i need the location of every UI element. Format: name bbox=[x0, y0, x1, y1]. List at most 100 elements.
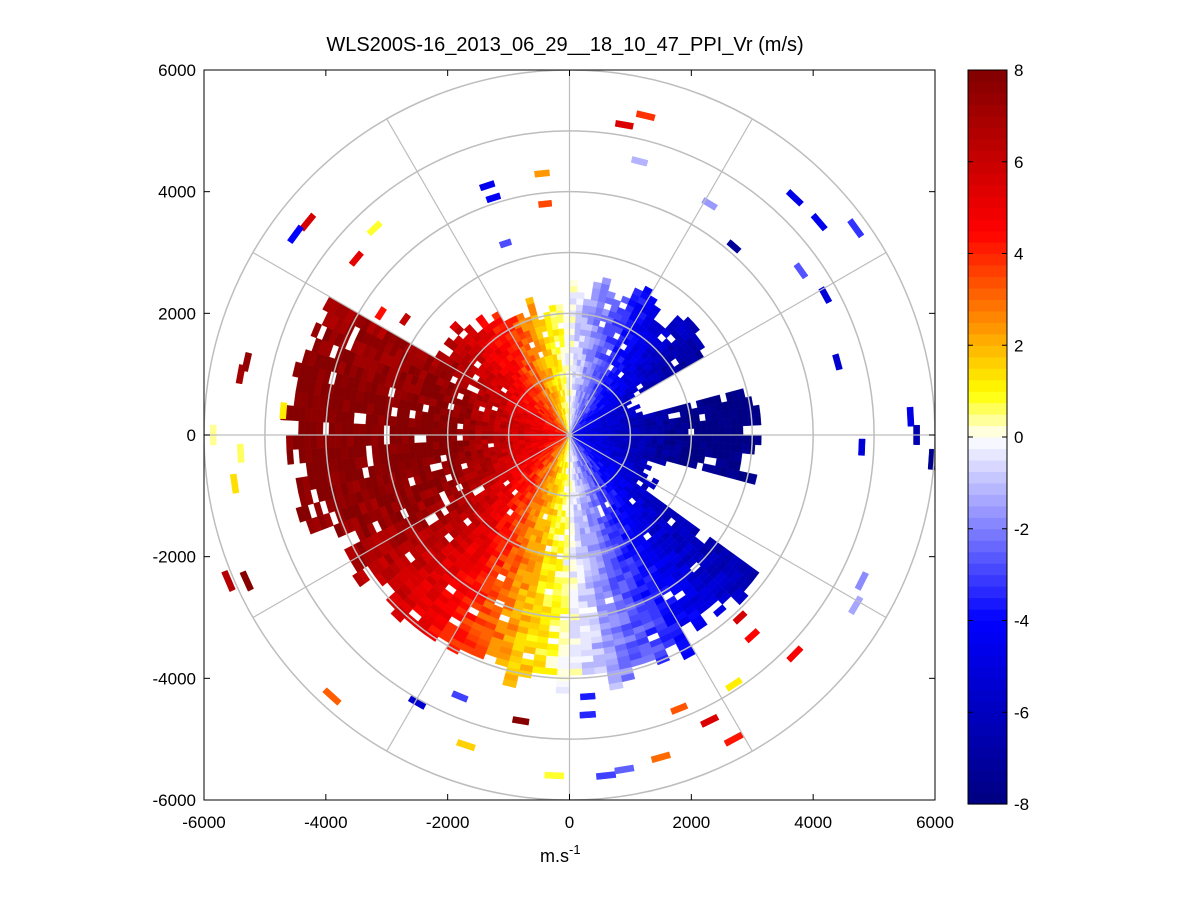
velocity-cell-2697 bbox=[372, 454, 381, 467]
velocity-cell-655 bbox=[741, 416, 750, 427]
velocity-cell-1610 bbox=[569, 668, 583, 676]
velocity-cell-2824 bbox=[371, 424, 379, 436]
velocity-cell-2683 bbox=[457, 445, 465, 453]
velocity-cell-2768 bbox=[462, 434, 470, 441]
velocity-cell-1646 bbox=[557, 656, 570, 664]
velocity-cell-730 bbox=[657, 439, 665, 446]
velocity-cell-2835 bbox=[298, 420, 306, 436]
sparse-return-3 bbox=[478, 180, 496, 192]
velocity-cell-2345 bbox=[352, 572, 366, 588]
velocity-cell-2808 bbox=[474, 429, 482, 436]
colorbar-segment-21 bbox=[968, 551, 1007, 564]
colorbar-segment-60 bbox=[968, 104, 1007, 117]
velocity-cell-613 bbox=[668, 418, 676, 425]
colorbar-tick-label-8: -8 bbox=[1014, 795, 1029, 814]
colorbar-segment-3 bbox=[968, 758, 1007, 771]
colorbar-segment-52 bbox=[968, 196, 1007, 209]
velocity-cell-2688 bbox=[426, 449, 435, 458]
sparse-return-5 bbox=[537, 199, 553, 208]
colorbar-segment-48 bbox=[968, 242, 1007, 255]
velocity-cell-2738 bbox=[377, 444, 385, 456]
velocity-cell-2830 bbox=[334, 422, 342, 436]
colorbar-tick-label-7: -6 bbox=[1014, 703, 1029, 722]
velocity-cell-1524 bbox=[586, 600, 597, 608]
sparse-return-16 bbox=[287, 224, 304, 245]
velocity-cell-20 bbox=[569, 304, 577, 311]
colorbar-segment-55 bbox=[968, 161, 1007, 174]
velocity-cell-1600 bbox=[569, 607, 580, 615]
velocity-cell-1684 bbox=[546, 643, 559, 651]
velocity-cell-1709 bbox=[548, 557, 557, 566]
velocity-cell-1562 bbox=[578, 601, 588, 609]
velocity-cell-1609 bbox=[569, 662, 582, 670]
velocity-cell-2811 bbox=[456, 428, 464, 436]
velocity-cell-1650 bbox=[556, 680, 570, 688]
velocity-cell-1640 bbox=[559, 620, 570, 627]
velocity-cell-684 bbox=[736, 425, 744, 436]
colorbar-segment-35 bbox=[968, 391, 1007, 404]
sparse-return-7 bbox=[630, 156, 649, 167]
velocity-cell-1509 bbox=[577, 509, 583, 517]
colorbar-segment-40 bbox=[968, 333, 1007, 346]
velocity-cell-1561 bbox=[577, 595, 588, 603]
colorbar-segment-24 bbox=[968, 517, 1007, 530]
velocity-cell-1678 bbox=[551, 601, 561, 609]
velocity-cell-3635 bbox=[558, 328, 565, 336]
sparse-return-38 bbox=[614, 764, 635, 775]
velocity-cell-2740 bbox=[359, 445, 367, 458]
velocity-cell-16 bbox=[569, 328, 576, 335]
colorbar-segment-58 bbox=[968, 127, 1007, 140]
velocity-cell-2729 bbox=[432, 441, 440, 450]
velocity-cell-1558 bbox=[576, 576, 586, 585]
sparse-return-49 bbox=[906, 406, 915, 427]
axis-ticks: -6000 -4000 -2000 0 2000 4000 6000 6000 4000 2000… bbox=[153, 61, 954, 832]
spoke-330 bbox=[386, 118, 571, 436]
sparse-return-48 bbox=[854, 571, 869, 591]
velocity-cell-41 bbox=[574, 328, 581, 336]
sparse-return-52 bbox=[858, 438, 866, 456]
velocity-cell-68 bbox=[582, 304, 591, 313]
velocity-cell-3655 bbox=[563, 328, 570, 335]
velocity-cell-1623 bbox=[564, 510, 570, 518]
velocity-cell-3053 bbox=[301, 349, 312, 366]
velocity-cell-2780 bbox=[365, 434, 372, 446]
velocity-cell-1599 bbox=[569, 601, 579, 609]
velocity-cell-1566 bbox=[579, 631, 592, 639]
colorbar-segment-17 bbox=[968, 597, 1007, 610]
velocity-cell-21 bbox=[569, 297, 577, 305]
velocity-cell-2821 bbox=[395, 425, 403, 436]
velocity-cell-3653 bbox=[564, 340, 570, 348]
velocity-cell-1676 bbox=[552, 589, 562, 597]
velocity-cell-1549 bbox=[573, 522, 580, 530]
velocity-cell-2602 bbox=[441, 460, 450, 470]
velocity-cell-3292 bbox=[443, 337, 454, 348]
velocity-cell-700 bbox=[663, 434, 671, 441]
colorbar-tick-label-5: -2 bbox=[1014, 520, 1029, 539]
velocity-cell-1518 bbox=[582, 563, 592, 572]
velocity-cell-2827 bbox=[353, 423, 360, 436]
velocity-cell-2866 bbox=[371, 414, 379, 426]
velocity-cell-2769 bbox=[450, 434, 458, 442]
velocity-cell-2733 bbox=[408, 442, 416, 453]
velocity-cell-2666 bbox=[295, 477, 305, 493]
colorbar-segment-47 bbox=[968, 253, 1007, 266]
velocity-cell-2850 bbox=[474, 424, 482, 431]
x-axis-label-text: m.s bbox=[540, 846, 569, 866]
velocity-cell-1673 bbox=[554, 570, 563, 578]
velocity-cell-637 bbox=[632, 427, 640, 432]
colorbar-segment-15 bbox=[968, 620, 1007, 633]
velocity-cell-2834 bbox=[304, 420, 312, 436]
velocity-cell-22 bbox=[569, 291, 578, 299]
colorbar: 8 6 4 2 0 -2 -4 -6 -8 bbox=[967, 61, 1029, 814]
velocity-cell-744 bbox=[741, 443, 750, 454]
velocity-cell-1550 bbox=[574, 528, 581, 536]
velocity-cell-1551 bbox=[574, 534, 581, 542]
spoke-210 bbox=[386, 434, 571, 752]
sparse-return-35 bbox=[580, 692, 596, 701]
velocity-cell-673 bbox=[663, 429, 671, 436]
velocity-cell-3634 bbox=[558, 334, 565, 342]
colorbar-segment-7 bbox=[968, 712, 1007, 725]
velocity-cell-676 bbox=[681, 428, 689, 436]
sparse-return-46 bbox=[786, 645, 804, 663]
velocity-cell-2724 bbox=[462, 440, 470, 447]
